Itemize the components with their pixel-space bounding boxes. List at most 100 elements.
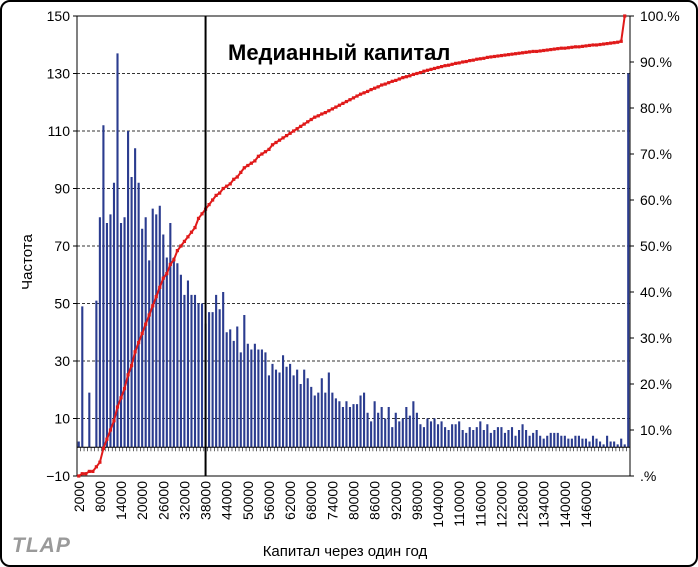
frequency-bar	[363, 392, 366, 448]
cumulative-point	[457, 61, 461, 65]
cumulative-point	[432, 66, 437, 71]
cumulative-point	[605, 42, 609, 46]
cumulative-point	[566, 46, 570, 50]
cumulative-point	[454, 61, 458, 65]
frequency-bar	[313, 395, 316, 448]
cumulative-point	[306, 120, 310, 124]
frequency-bar	[306, 378, 309, 448]
frequency-bar	[581, 438, 584, 448]
median-group: Медианный капитал	[204, 16, 450, 476]
cumulative-point	[161, 276, 165, 280]
frequency-bar	[179, 274, 182, 448]
cumulative-point	[168, 262, 172, 266]
frequency-bar	[123, 217, 126, 448]
cumulative-point	[559, 46, 563, 50]
frequency-bar	[394, 412, 397, 448]
x-tick-label: 92000	[388, 481, 404, 520]
cumulative-point	[535, 49, 539, 54]
y-left-tick-label: 90	[54, 181, 70, 197]
cumulative-point	[475, 57, 479, 61]
cumulative-point	[404, 75, 408, 79]
frequency-bar	[489, 432, 492, 448]
frequency-bar	[260, 349, 263, 448]
frequency-bar	[345, 401, 348, 448]
frequency-bar	[560, 435, 563, 448]
frequency-bar	[380, 407, 383, 448]
frequency-bar	[144, 217, 147, 448]
cumulative-point	[337, 103, 342, 107]
frequency-bar	[591, 435, 595, 448]
cumulative-point	[94, 465, 98, 469]
cumulative-point	[172, 258, 176, 262]
cumulative-point	[573, 45, 577, 49]
x-tick-label: 14000	[113, 481, 129, 520]
x-tick-label: 128000	[515, 481, 531, 528]
cumulative-point	[154, 295, 158, 299]
y-right-tick-label: 40.%	[640, 284, 672, 300]
frequency-bar	[496, 427, 499, 448]
frequency-bar	[116, 53, 119, 448]
frequency-bar	[528, 435, 531, 448]
cumulative-point	[284, 134, 289, 138]
frequency-bar	[384, 418, 387, 448]
cumulative-point	[524, 50, 528, 54]
cumulative-point	[267, 147, 271, 151]
y-left-tick-label: 70	[54, 238, 70, 254]
cumulative-point	[327, 109, 331, 113]
frequency-bar	[398, 421, 401, 448]
frequency-bar	[514, 435, 517, 448]
x-tick-label: 140000	[557, 481, 573, 528]
cumulative-point	[137, 341, 141, 345]
cumulative-point	[218, 191, 222, 195]
frequency-bars	[77, 53, 630, 448]
cumulative-point	[577, 45, 581, 49]
frequency-bar	[186, 280, 190, 448]
frequency-bar	[535, 430, 538, 448]
x-tick-label: 32000	[176, 481, 192, 520]
cumulative-point	[249, 161, 253, 165]
cumulative-point	[362, 91, 366, 95]
frequency-bar	[391, 427, 394, 448]
frequency-bar	[599, 441, 602, 448]
frequency-bar	[613, 441, 616, 448]
cumulative-point	[239, 170, 243, 174]
cumulative-point	[130, 364, 134, 368]
x-tick-label: 146000	[578, 481, 594, 528]
frequency-bar	[148, 260, 151, 448]
frequency-bar	[623, 444, 626, 448]
frequency-bar	[426, 418, 429, 448]
frequency-bar	[310, 386, 313, 448]
x-tick-label: 56000	[261, 481, 277, 520]
frequency-bar	[436, 424, 440, 448]
cumulative-point	[175, 249, 179, 253]
cumulative-point	[288, 131, 292, 135]
frequency-bar	[88, 392, 91, 448]
cumulative-point	[496, 54, 500, 58]
frequency-bar	[553, 432, 556, 448]
frequency-bar	[433, 418, 436, 448]
frequency-bar	[289, 363, 292, 448]
cumulative-point	[482, 56, 486, 60]
cumulative-point	[334, 105, 338, 109]
cumulative-point	[376, 85, 380, 89]
frequency-bar	[109, 214, 112, 448]
frequency-bar	[472, 430, 475, 448]
frequency-bar	[229, 329, 232, 448]
frequency-bar	[479, 421, 482, 448]
cumulative-point	[225, 184, 229, 188]
cumulative-point	[344, 99, 349, 104]
cumulative-point	[489, 55, 493, 59]
x-tick-label: 122000	[493, 481, 509, 528]
cumulative-point	[221, 186, 225, 191]
cumulative-point	[506, 53, 511, 57]
cumulative-point	[274, 140, 278, 145]
frequency-bar	[338, 401, 341, 448]
cumulative-point	[552, 47, 556, 51]
cumulative-point	[158, 285, 162, 289]
cumulative-point	[119, 396, 123, 400]
frequency-bar	[81, 306, 84, 448]
frequency-bar	[303, 369, 306, 448]
cumulative-point	[295, 127, 299, 131]
frequency-bar	[155, 214, 158, 448]
